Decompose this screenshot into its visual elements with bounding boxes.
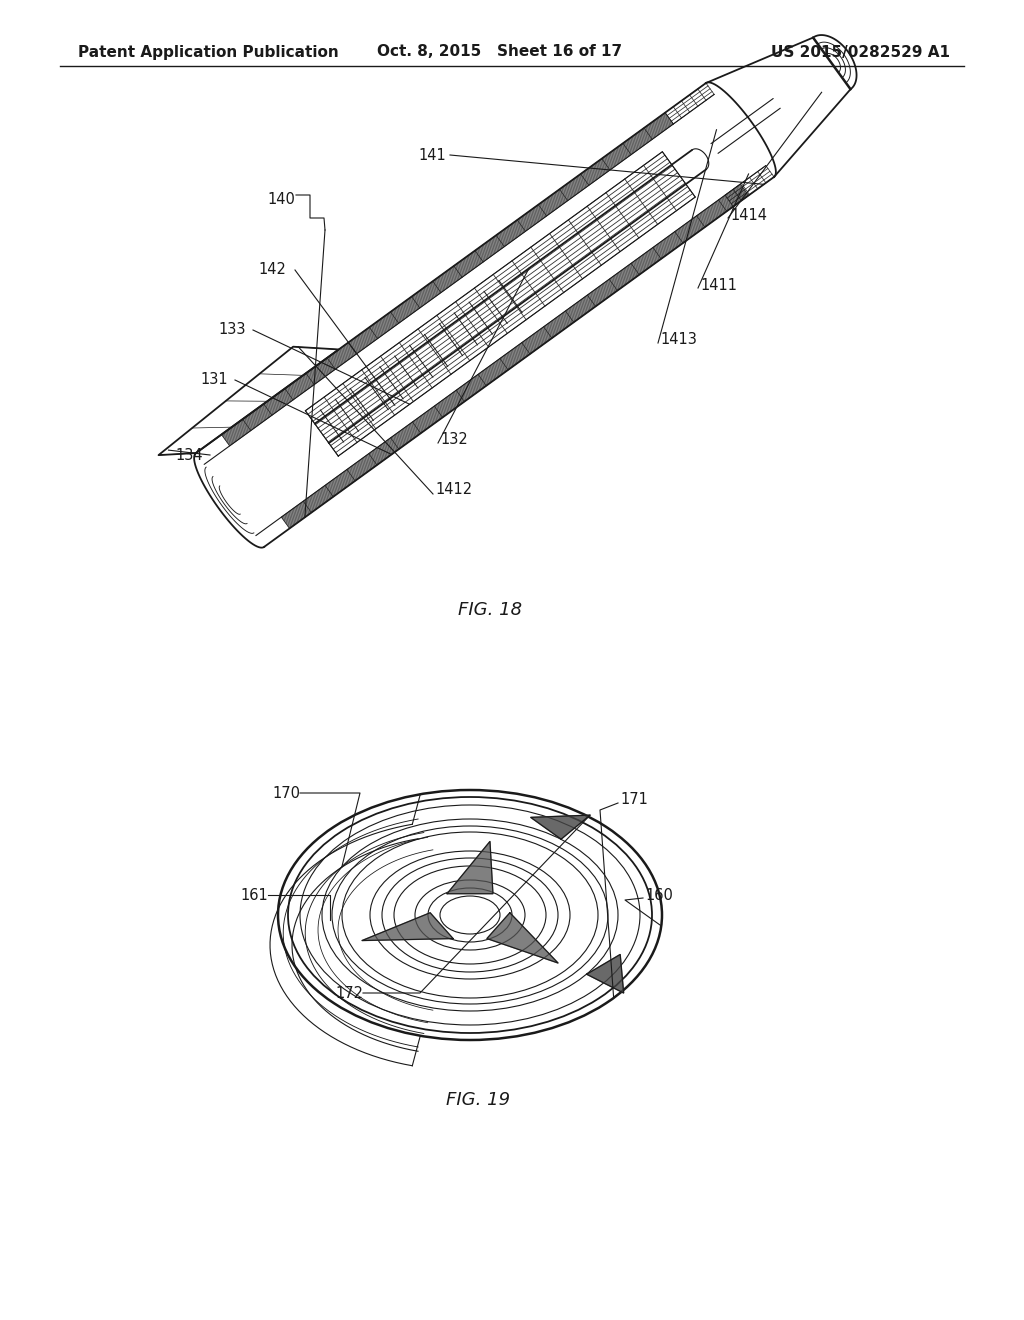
Text: FIG. 18: FIG. 18	[458, 601, 522, 619]
Text: 140: 140	[267, 193, 295, 207]
Text: 131: 131	[200, 372, 227, 388]
Text: 160: 160	[645, 887, 673, 903]
Text: 142: 142	[258, 263, 286, 277]
Text: 133: 133	[218, 322, 246, 338]
Text: 1413: 1413	[660, 333, 697, 347]
Text: 170: 170	[272, 785, 300, 800]
Text: 1411: 1411	[700, 277, 737, 293]
Polygon shape	[447, 841, 493, 894]
Text: 171: 171	[620, 792, 648, 808]
Polygon shape	[486, 912, 558, 964]
Text: 134: 134	[175, 447, 203, 462]
Text: 1412: 1412	[435, 483, 472, 498]
Polygon shape	[361, 912, 453, 941]
Text: 161: 161	[240, 887, 267, 903]
Text: 132: 132	[440, 433, 468, 447]
Text: 1414: 1414	[730, 207, 767, 223]
Text: Oct. 8, 2015   Sheet 16 of 17: Oct. 8, 2015 Sheet 16 of 17	[378, 45, 623, 59]
Text: US 2015/0282529 A1: US 2015/0282529 A1	[771, 45, 950, 59]
Polygon shape	[530, 816, 590, 840]
Text: 141: 141	[418, 148, 445, 162]
Text: FIG. 19: FIG. 19	[445, 1092, 510, 1109]
Text: 172: 172	[335, 986, 362, 1001]
Polygon shape	[587, 954, 624, 993]
Text: Patent Application Publication: Patent Application Publication	[78, 45, 339, 59]
